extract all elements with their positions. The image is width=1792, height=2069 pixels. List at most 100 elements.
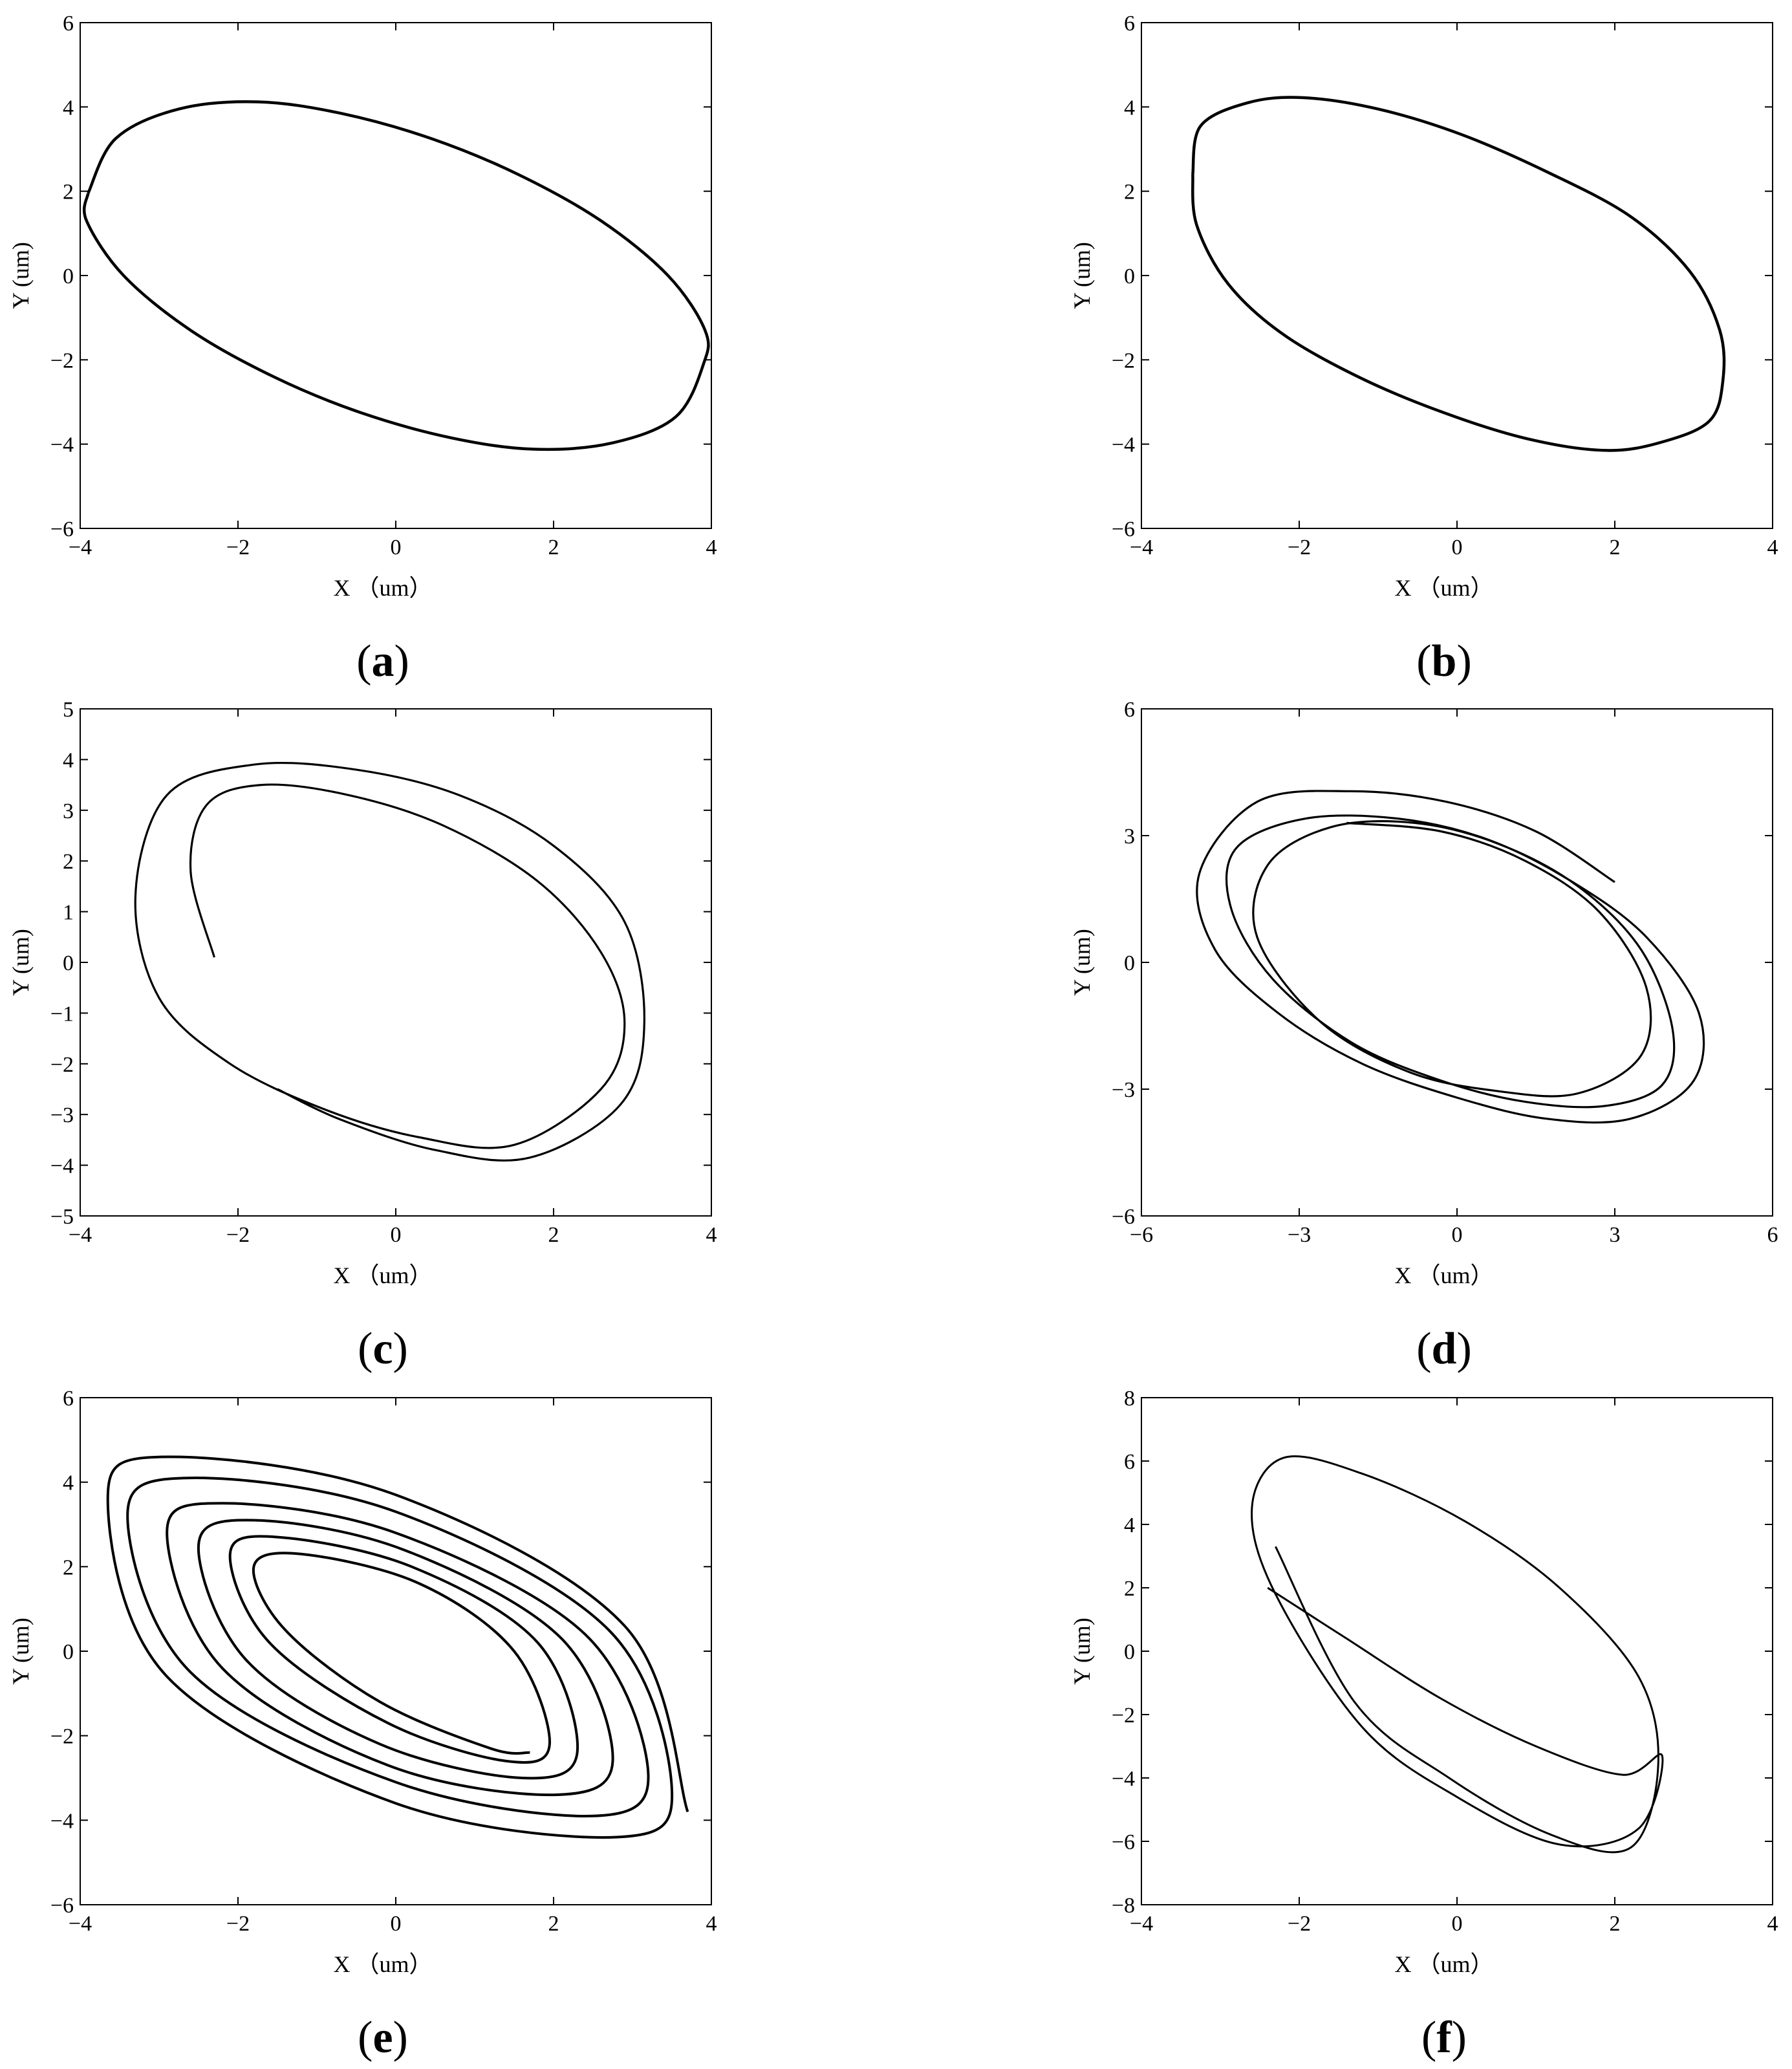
y-tick-label: −8 — [1112, 1894, 1135, 1918]
x-tick-label: 4 — [1767, 536, 1778, 559]
y-tick-label: −4 — [50, 1809, 74, 1833]
x-tick-label: 3 — [1610, 1223, 1621, 1247]
x-tick-label: 4 — [706, 1223, 717, 1247]
panel-label-c: (c) — [358, 1324, 408, 1374]
y-tick-label: 3 — [63, 799, 74, 823]
y-tick-label: 6 — [1124, 698, 1135, 722]
y-tick-label: 4 — [1124, 96, 1135, 120]
y-tick-label: −6 — [1112, 517, 1135, 541]
panel-label-a: (a) — [356, 636, 409, 686]
y-tick-label: −2 — [50, 1725, 74, 1749]
plot-frame-e — [80, 1397, 712, 1905]
x-tick-label: −4 — [69, 536, 92, 559]
y-tick-label: −2 — [1112, 1704, 1135, 1728]
panel-label-d: (d) — [1416, 1324, 1472, 1374]
y-axis-label: Y (um) — [1069, 929, 1095, 996]
x-tick-label: −4 — [1130, 1912, 1153, 1936]
x-tick-label: 2 — [548, 536, 559, 559]
y-tick-label: −6 — [50, 1894, 74, 1918]
x-tick-label: 4 — [706, 536, 717, 559]
plot-frame-d — [1141, 708, 1773, 1217]
x-axis-label: X （um） — [1394, 1951, 1493, 1977]
y-axis-label: Y (um) — [1069, 242, 1095, 309]
x-tick-label: −2 — [226, 1912, 250, 1936]
chart-panel-d: −6 −3 0 3 6 −6 −3 0 3 6 X （um） Y (um) (d) — [1069, 698, 1778, 1374]
y-tick-label: 4 — [63, 1471, 74, 1495]
x-tick-label: 0 — [391, 1912, 402, 1936]
x-tick-label: 2 — [548, 1223, 559, 1247]
y-tick-label: 0 — [63, 265, 74, 288]
y-axis-label: Y (um) — [8, 1618, 34, 1685]
series-line-c-0 — [134, 761, 645, 1162]
y-tick-label: 8 — [1124, 1387, 1135, 1411]
x-tick-label: 6 — [1767, 1223, 1778, 1247]
x-tick-label: −2 — [1288, 536, 1311, 559]
x-tick-label: −2 — [1288, 1912, 1311, 1936]
y-tick-label: −4 — [1112, 433, 1135, 457]
y-tick-label: 3 — [1124, 825, 1135, 849]
y-tick-label: 2 — [1124, 180, 1135, 204]
y-tick-label: −3 — [1112, 1078, 1135, 1102]
x-tick-label: 0 — [391, 1223, 402, 1247]
x-tick-label: 0 — [391, 536, 402, 559]
series-line-d-0 — [1196, 790, 1705, 1124]
y-tick-label: 2 — [63, 1555, 74, 1579]
y-tick-label: −6 — [1112, 1830, 1135, 1854]
chart-panel-f: −4 −2 0 2 4 −8 −6 −4 −2 0 2 4 6 8 X （um） Y (um) (f) — [1069, 1387, 1778, 2063]
panel-label-f: (f) — [1421, 2013, 1467, 2063]
series-line-b-0 — [1191, 96, 1726, 452]
panel-label-b: (b) — [1416, 636, 1472, 686]
y-tick-label: −2 — [50, 1053, 74, 1077]
y-axis-label: Y (um) — [8, 242, 34, 309]
y-axis-label: Y (um) — [1069, 1618, 1095, 1685]
y-tick-label: −6 — [50, 517, 74, 541]
x-tick-label: −2 — [226, 536, 250, 559]
y-tick-label: 2 — [1124, 1577, 1135, 1601]
y-tick-label: 4 — [63, 96, 74, 120]
x-tick-label: 0 — [1452, 1223, 1463, 1247]
x-tick-label: −3 — [1288, 1223, 1311, 1247]
x-tick-label: −2 — [226, 1223, 250, 1247]
y-tick-label: 5 — [63, 698, 74, 722]
x-axis-label: X （um） — [1394, 1262, 1493, 1288]
x-tick-label: 0 — [1452, 1912, 1463, 1936]
y-tick-label: 1 — [63, 901, 74, 925]
series-line-f-0 — [1251, 1455, 1664, 1854]
x-tick-label: 2 — [548, 1912, 559, 1936]
y-tick-label: 0 — [1124, 265, 1135, 288]
panel-label-e: (e) — [358, 2013, 408, 2063]
y-tick-label: 6 — [1124, 12, 1135, 36]
x-axis-label: X （um） — [333, 575, 432, 601]
y-tick-label: 0 — [63, 1640, 74, 1664]
x-tick-label: −4 — [1130, 536, 1153, 559]
y-tick-label: −2 — [50, 349, 74, 373]
y-tick-label: 0 — [1124, 1640, 1135, 1664]
y-tick-label: 2 — [63, 850, 74, 874]
y-tick-label: −1 — [50, 1002, 74, 1026]
y-tick-label: −2 — [1112, 349, 1135, 373]
y-tick-label: −4 — [50, 433, 74, 457]
y-tick-label: 0 — [1124, 951, 1135, 975]
y-tick-label: −4 — [1112, 1767, 1135, 1791]
x-axis-label: X （um） — [333, 1951, 432, 1977]
plot-frame-a — [80, 22, 712, 529]
y-tick-label: −6 — [1112, 1205, 1135, 1229]
y-tick-label: 4 — [63, 748, 74, 772]
x-tick-label: 4 — [1767, 1912, 1778, 1936]
y-tick-label: 6 — [63, 1387, 74, 1411]
x-tick-label: −4 — [69, 1912, 92, 1936]
y-tick-label: 6 — [1124, 1450, 1135, 1474]
plot-frame-f — [1141, 1397, 1773, 1905]
series-line-e-0 — [106, 1455, 689, 1839]
y-tick-label: 4 — [1124, 1513, 1135, 1537]
x-tick-label: 0 — [1452, 536, 1463, 559]
x-tick-label: −6 — [1130, 1223, 1153, 1247]
x-tick-label: 2 — [1610, 1912, 1621, 1936]
series-line-a-0 — [82, 100, 710, 451]
y-tick-label: 0 — [63, 951, 74, 975]
